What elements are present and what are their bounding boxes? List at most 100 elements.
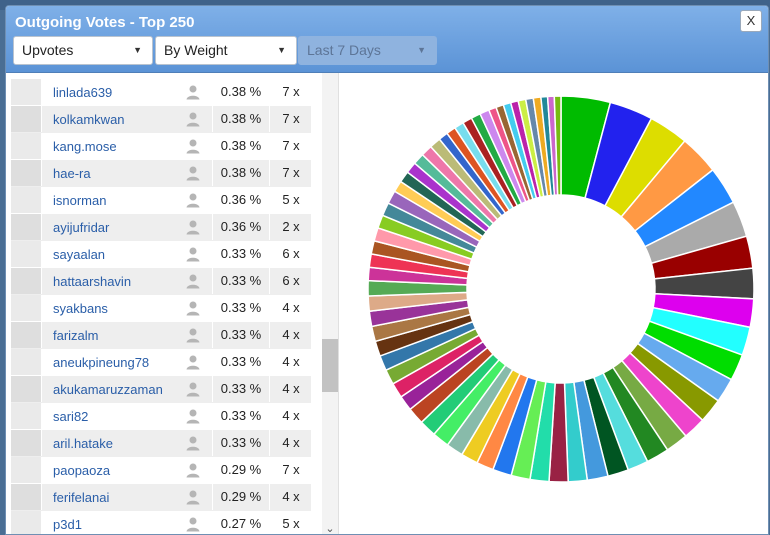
vote-percentage: 0.36 % — [212, 214, 269, 240]
table-row[interactable]: farizalm 0.33 % 4 x — [11, 322, 311, 349]
voter-name-link[interactable]: ferifelanai — [53, 490, 110, 505]
user-icon[interactable] — [185, 408, 201, 424]
vote-count: 4 x — [269, 349, 312, 375]
voter-list[interactable]: linlada639 0.38 % 7 x kolkamkwan 0.38 % 7 x ka… — [6, 73, 338, 534]
scrollbar-thumb[interactable] — [322, 339, 338, 392]
vote-count: 4 x — [269, 295, 312, 321]
user-icon[interactable] — [185, 111, 201, 127]
row-marker — [11, 403, 42, 429]
user-icon[interactable] — [185, 435, 201, 451]
user-icon[interactable] — [185, 327, 201, 343]
table-row[interactable]: kang.mose 0.38 % 7 x — [11, 133, 311, 160]
voter-name-link[interactable]: akukamaruzzaman — [53, 382, 163, 397]
vote-count: 2 x — [269, 214, 312, 240]
vote-count: 4 x — [269, 403, 312, 429]
voter-name-link[interactable]: p3d1 — [53, 517, 82, 532]
user-icon[interactable] — [185, 219, 201, 235]
voter-name-link[interactable]: kolkamkwan — [53, 112, 125, 127]
vote-count: 5 x — [269, 511, 312, 534]
user-icon[interactable] — [185, 273, 201, 289]
vote-percentage: 0.33 % — [212, 430, 269, 456]
outgoing-votes-dialog: Outgoing Votes - Top 250 X Upvotes ▼ By … — [5, 5, 769, 535]
table-row[interactable]: paopaoza 0.29 % 7 x — [11, 457, 311, 484]
user-icon[interactable] — [185, 165, 201, 181]
dialog-title: Outgoing Votes - Top 250 — [15, 14, 195, 31]
row-marker — [11, 430, 42, 456]
voter-name-link[interactable]: syakbans — [53, 301, 108, 316]
row-marker — [11, 295, 42, 321]
vote-count: 7 x — [269, 160, 312, 186]
close-button[interactable]: X — [740, 10, 762, 32]
row-marker — [11, 241, 42, 267]
table-row[interactable]: ayijufridar 0.36 % 2 x — [11, 214, 311, 241]
user-icon[interactable] — [185, 138, 201, 154]
voter-name-link[interactable]: kang.mose — [53, 139, 117, 154]
vote-percentage: 0.33 % — [212, 268, 269, 294]
chevron-down-icon: ▼ — [133, 45, 142, 55]
row-marker — [11, 484, 42, 510]
voter-name-link[interactable]: paopaoza — [53, 463, 111, 478]
row-marker — [11, 457, 42, 483]
table-row[interactable]: aril.hatake 0.33 % 4 x — [11, 430, 311, 457]
list-scrollbar[interactable] — [322, 73, 338, 534]
vote-count: 4 x — [269, 430, 312, 456]
table-row[interactable]: syakbans 0.33 % 4 x — [11, 295, 311, 322]
user-icon[interactable] — [185, 381, 201, 397]
table-row[interactable]: p3d1 0.27 % 5 x — [11, 511, 312, 534]
voter-name-link[interactable]: isnorman — [53, 193, 107, 208]
user-icon[interactable] — [185, 354, 201, 370]
table-row[interactable]: hae-ra 0.38 % 7 x — [11, 160, 311, 187]
table-row[interactable]: kolkamkwan 0.38 % 7 x — [11, 106, 311, 133]
vote-percentage: 0.38 % — [212, 133, 269, 159]
row-marker — [11, 376, 42, 402]
table-row[interactable]: linlada639 0.38 % 7 x — [11, 79, 311, 106]
voter-name-link[interactable]: farizalm — [53, 328, 99, 343]
vote-count: 4 x — [269, 322, 312, 348]
vote-count: 6 x — [269, 268, 312, 294]
voter-name-link[interactable]: aneukpineung78 — [53, 355, 150, 370]
voter-name-link[interactable]: aril.hatake — [53, 436, 113, 451]
user-icon[interactable] — [185, 246, 201, 262]
vote-percentage: 0.38 % — [212, 160, 269, 186]
vote-count: 7 x — [269, 79, 312, 105]
voter-name-link[interactable]: sayaalan — [53, 247, 106, 262]
table-row[interactable]: sari82 0.33 % 4 x — [11, 403, 311, 430]
chevron-down-icon: ▼ — [417, 45, 426, 55]
table-row[interactable]: ferifelanai 0.29 % 4 x — [11, 484, 311, 511]
vote-percentage: 0.36 % — [212, 187, 269, 213]
voter-name-link[interactable]: hae-ra — [53, 166, 91, 181]
table-row[interactable]: akukamaruzzaman 0.33 % 4 x — [11, 376, 311, 403]
period-value: Last 7 Days — [307, 42, 381, 58]
voter-name-link[interactable]: linlada639 — [53, 85, 113, 100]
vote-count: 7 x — [269, 106, 312, 132]
row-marker — [11, 214, 42, 240]
vote-type-select[interactable]: Upvotes ▼ — [13, 36, 153, 65]
voter-name-link[interactable]: ayijufridar — [53, 220, 110, 235]
vote-count: 7 x — [269, 133, 312, 159]
row-marker — [11, 106, 42, 132]
dialog-titlebar: Outgoing Votes - Top 250 X Upvotes ▼ By … — [6, 6, 768, 73]
user-icon[interactable] — [185, 300, 201, 316]
vote-percentage: 0.33 % — [212, 241, 269, 267]
vote-count: 7 x — [269, 457, 312, 483]
vote-percentage: 0.33 % — [212, 376, 269, 402]
user-icon[interactable] — [185, 516, 201, 532]
row-marker — [11, 133, 42, 159]
chart-panel — [338, 73, 768, 534]
voter-name-link[interactable]: sari82 — [53, 409, 89, 424]
table-row[interactable]: sayaalan 0.33 % 6 x — [11, 241, 311, 268]
table-row[interactable]: aneukpineung78 0.33 % 4 x — [11, 349, 311, 376]
vote-percentage: 0.33 % — [212, 403, 269, 429]
user-icon[interactable] — [185, 192, 201, 208]
voter-name-link[interactable]: hattaarshavin — [53, 274, 132, 289]
table-row[interactable]: hattaarshavin 0.33 % 6 x — [11, 268, 311, 295]
row-marker — [11, 187, 42, 213]
user-icon[interactable] — [185, 489, 201, 505]
donut-slice[interactable] — [553, 95, 562, 196]
sort-mode-select[interactable]: By Weight ▼ — [155, 36, 297, 65]
scroll-down-arrow-icon[interactable]: ⌄ — [325, 523, 335, 535]
user-icon[interactable] — [185, 84, 201, 100]
row-marker — [11, 79, 42, 105]
table-row[interactable]: isnorman 0.36 % 5 x — [11, 187, 311, 214]
user-icon[interactable] — [185, 462, 201, 478]
